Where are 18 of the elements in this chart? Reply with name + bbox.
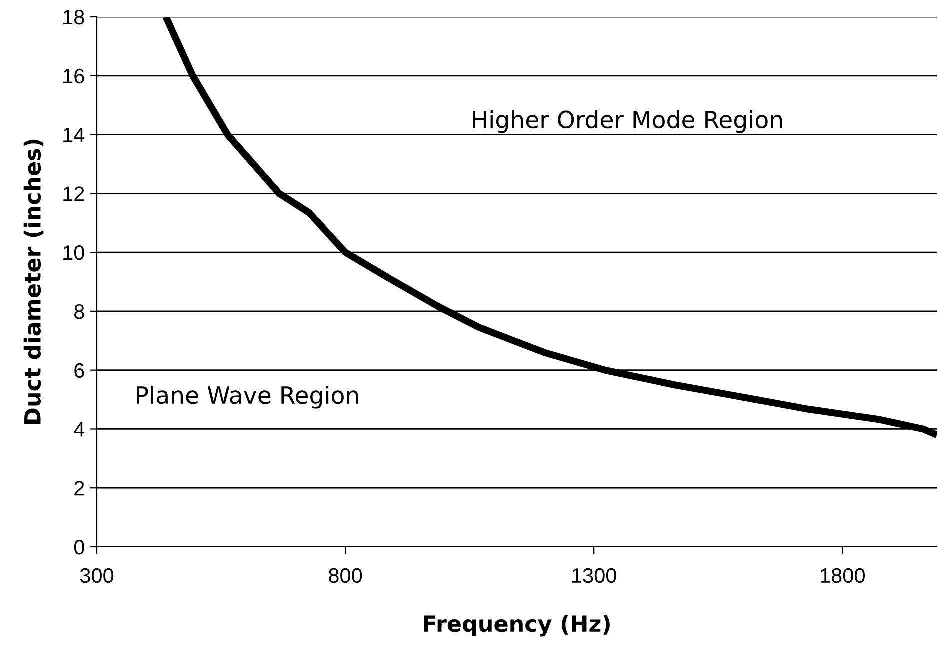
y-tick-label: 16 xyxy=(64,68,84,84)
x-axis-title: Frequency (Hz) xyxy=(424,615,610,637)
y-tick-label: 8 xyxy=(74,304,84,320)
y-tick-label: 12 xyxy=(64,186,84,202)
y-tick-label: 2 xyxy=(74,481,84,496)
y-tick-label: 0 xyxy=(74,540,84,555)
y-tick-label: 6 xyxy=(74,363,84,378)
y-tick-label: 18 xyxy=(64,10,84,25)
y-tick-label: 4 xyxy=(74,422,85,437)
annotation: Plane Wave Region xyxy=(137,386,358,409)
x-tick-label: 1300 xyxy=(572,568,616,584)
x-tick-label: 300 xyxy=(80,568,114,584)
x-tick-label: 800 xyxy=(329,568,362,584)
x-tick-label: 1800 xyxy=(821,568,865,584)
y-axis-title: Duct diameter (inches) xyxy=(24,140,44,424)
annotation: Higher Order Mode Region xyxy=(473,110,782,134)
y-tick-label: 14 xyxy=(64,128,85,142)
y-tick-label: 10 xyxy=(64,246,84,260)
